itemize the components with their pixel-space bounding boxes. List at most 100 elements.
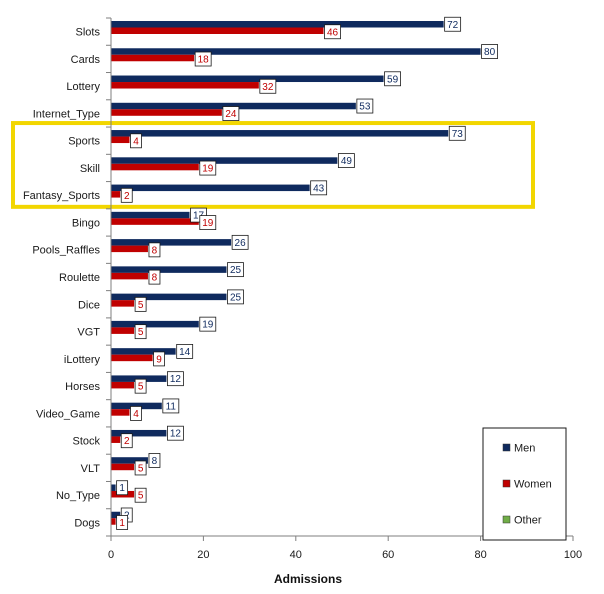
data-label-men-box bbox=[356, 98, 374, 114]
data-label-women-box bbox=[199, 160, 217, 176]
data-label-women-box bbox=[134, 460, 147, 476]
data-label-men: 73 bbox=[448, 125, 466, 141]
category-label: Lottery bbox=[66, 81, 100, 93]
data-label-men-box bbox=[481, 44, 499, 59]
bar-men bbox=[111, 320, 199, 328]
data-label-men: 11 bbox=[162, 398, 180, 414]
bar-men bbox=[111, 130, 449, 137]
bar-men bbox=[111, 457, 148, 464]
data-label-women-box bbox=[199, 215, 217, 230]
data-label-men-text: 8 bbox=[152, 456, 158, 467]
data-label-women-text: 18 bbox=[198, 55, 210, 66]
data-label-women-text: 2 bbox=[124, 191, 130, 202]
bar-men bbox=[111, 157, 338, 164]
legend-swatch-women bbox=[502, 479, 511, 488]
data-label-women-box bbox=[324, 24, 341, 40]
data-label-women-text: 2 bbox=[124, 436, 130, 447]
data-label-women: 8 bbox=[148, 269, 161, 285]
data-label-men-text: 26 bbox=[235, 238, 247, 249]
data-label-women-box bbox=[134, 296, 147, 312]
data-label-women: 1 bbox=[116, 515, 129, 530]
bar-men bbox=[111, 184, 310, 192]
data-label-women: 46 bbox=[324, 24, 341, 40]
data-label-men-box bbox=[384, 71, 401, 87]
data-label-women-text: 1 bbox=[119, 518, 125, 529]
category-label: Stock bbox=[72, 436, 100, 448]
legend-box bbox=[482, 427, 567, 541]
data-label-men-box bbox=[199, 316, 217, 332]
category-label: No_Type bbox=[56, 490, 100, 502]
data-label-men-text: 59 bbox=[387, 74, 399, 85]
data-label-women-text: 5 bbox=[138, 300, 144, 311]
bar-women bbox=[111, 163, 199, 171]
data-label-women-box bbox=[222, 106, 240, 121]
data-label-men-box bbox=[310, 180, 328, 196]
bar-men bbox=[111, 402, 162, 410]
category-label: Dogs bbox=[74, 517, 100, 529]
data-label-men-text: 80 bbox=[484, 47, 496, 58]
data-label-women-box bbox=[116, 515, 129, 530]
data-label-men-box bbox=[162, 398, 180, 414]
bar-men bbox=[111, 511, 121, 519]
data-label-women-box bbox=[134, 487, 147, 503]
data-label-men-box bbox=[176, 344, 194, 359]
category-label: Fantasy_Sports bbox=[23, 190, 101, 202]
data-label-women-box bbox=[153, 351, 165, 367]
bar-men bbox=[111, 102, 356, 110]
data-label-men: 59 bbox=[384, 71, 401, 87]
bar-women bbox=[111, 300, 135, 307]
data-label-men: 72 bbox=[444, 16, 462, 32]
data-label-women: 9 bbox=[153, 351, 165, 367]
data-label-men: 12 bbox=[167, 371, 184, 387]
bar-men bbox=[111, 293, 227, 301]
data-label-women-text: 5 bbox=[138, 382, 144, 393]
data-label-women: 2 bbox=[120, 433, 133, 449]
data-label-women-text: 9 bbox=[156, 354, 162, 365]
data-label-men-box bbox=[167, 371, 184, 387]
data-label-women-text: 8 bbox=[152, 245, 158, 256]
legend-label-men: Men bbox=[514, 443, 535, 455]
bar-women bbox=[111, 327, 135, 334]
bar-women bbox=[111, 109, 222, 116]
data-label-women: 19 bbox=[199, 160, 217, 176]
category-label: Cards bbox=[71, 54, 101, 66]
category-label: Dice bbox=[78, 299, 100, 311]
category-label: Video_Game bbox=[36, 408, 100, 420]
data-label-men-text: 72 bbox=[447, 20, 459, 31]
data-label-men-box bbox=[116, 480, 129, 496]
bar-women bbox=[111, 218, 199, 225]
data-label-men: 25 bbox=[227, 262, 244, 278]
bar-women bbox=[111, 27, 324, 34]
data-label-women-box bbox=[148, 269, 161, 285]
data-label-women: 5 bbox=[134, 460, 147, 476]
data-label-women-text: 19 bbox=[202, 218, 214, 229]
data-label-women-text: 5 bbox=[138, 491, 144, 502]
data-label-men: 26 bbox=[231, 234, 249, 250]
data-label-women-box bbox=[130, 133, 142, 149]
bar-women bbox=[111, 409, 130, 416]
data-label-women: 4 bbox=[130, 406, 142, 421]
bar-women bbox=[111, 381, 135, 389]
bar-men bbox=[111, 484, 116, 491]
data-label-men-text: 25 bbox=[230, 265, 242, 276]
category-label: Slots bbox=[76, 27, 101, 39]
category-label: VLT bbox=[81, 463, 101, 475]
x-tick-label: 40 bbox=[290, 549, 302, 561]
data-label-men-box bbox=[444, 16, 462, 32]
legend-swatch-other bbox=[502, 515, 511, 524]
data-label-women: 5 bbox=[134, 324, 147, 340]
bar-men bbox=[111, 375, 167, 382]
data-label-men-text: 53 bbox=[359, 102, 371, 113]
data-label-women: 18 bbox=[194, 51, 212, 67]
bar-women bbox=[111, 245, 148, 253]
x-tick-label: 20 bbox=[197, 549, 209, 561]
data-label-women: 5 bbox=[134, 296, 147, 312]
data-label-men-text: 43 bbox=[313, 183, 325, 194]
data-label-men-box bbox=[337, 153, 355, 168]
data-label-men-text: 12 bbox=[170, 374, 182, 385]
category-label: Skill bbox=[80, 163, 100, 175]
data-label-women: 32 bbox=[259, 78, 277, 94]
data-label-women-text: 4 bbox=[133, 136, 139, 147]
data-label-men: 14 bbox=[176, 344, 194, 359]
data-label-women: 8 bbox=[148, 242, 161, 258]
